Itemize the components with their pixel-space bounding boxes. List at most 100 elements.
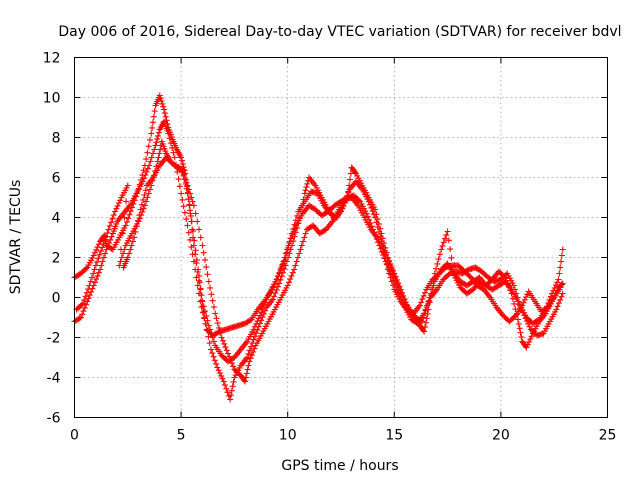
data-point <box>153 139 160 146</box>
data-point <box>150 113 157 120</box>
data-point <box>559 290 566 297</box>
data-point <box>154 158 161 165</box>
y-tick-label: 8 <box>52 131 61 147</box>
data-point <box>246 358 253 365</box>
data-point <box>556 270 563 277</box>
data-point <box>100 240 107 247</box>
data-point <box>124 254 131 261</box>
data-point <box>90 252 97 259</box>
x-tick-label: 20 <box>492 428 510 444</box>
data-point <box>207 326 214 333</box>
data-point <box>79 311 86 318</box>
data-point <box>137 206 144 213</box>
data-point <box>118 254 125 261</box>
data-point <box>282 254 289 261</box>
data-point <box>100 254 107 261</box>
y-tick-label: 6 <box>52 171 61 187</box>
data-point <box>190 234 197 241</box>
data-point <box>220 378 227 385</box>
data-point <box>522 315 529 322</box>
data-point <box>195 266 202 273</box>
data-point <box>520 309 527 316</box>
data-point <box>277 267 284 274</box>
data-point <box>422 289 429 296</box>
data-point <box>203 312 210 319</box>
data-point <box>213 315 220 322</box>
data-point <box>199 242 206 249</box>
data-layer <box>71 92 566 403</box>
data-point <box>134 190 141 197</box>
data-point <box>194 218 201 225</box>
data-point <box>274 283 281 290</box>
data-point <box>227 356 234 363</box>
data-point <box>171 154 178 161</box>
data-point <box>364 213 371 220</box>
data-point <box>440 239 447 246</box>
data-point <box>422 324 429 331</box>
x-tick-label: 15 <box>385 428 403 444</box>
data-point <box>179 196 186 203</box>
data-point <box>283 249 290 256</box>
data-point <box>135 217 142 224</box>
data-point <box>122 222 129 229</box>
data-point <box>178 154 185 161</box>
data-point <box>425 298 432 305</box>
data-point <box>420 314 427 321</box>
data-point <box>294 212 301 219</box>
data-point <box>196 226 203 233</box>
data-point <box>384 255 391 262</box>
data-point <box>395 284 402 291</box>
data-point <box>210 304 217 311</box>
data-point <box>438 246 445 253</box>
x-tick-label: 10 <box>279 428 297 444</box>
data-point <box>88 288 95 295</box>
data-point <box>85 286 92 293</box>
data-point <box>181 176 188 183</box>
data-point <box>219 337 226 344</box>
data-point <box>149 119 156 126</box>
data-point <box>80 308 87 315</box>
data-point <box>253 330 260 337</box>
data-point <box>254 318 261 325</box>
data-point <box>246 347 253 354</box>
y-tick-label: -6 <box>47 411 61 427</box>
data-point <box>346 176 353 183</box>
data-point <box>225 350 232 357</box>
data-point <box>558 293 565 300</box>
data-point <box>116 262 123 269</box>
data-point <box>443 261 450 268</box>
data-point <box>273 286 280 293</box>
series-track-b <box>71 92 566 403</box>
data-point <box>290 226 297 233</box>
data-point <box>366 201 373 208</box>
data-point <box>510 282 517 289</box>
data-point <box>120 250 127 257</box>
data-point <box>421 310 428 317</box>
data-point <box>193 256 200 263</box>
data-point <box>526 323 533 330</box>
data-point <box>216 324 223 331</box>
data-point <box>227 396 234 403</box>
data-point <box>109 215 116 222</box>
data-point <box>98 262 105 269</box>
data-point <box>189 198 196 205</box>
data-point <box>101 237 108 244</box>
data-point <box>206 340 213 347</box>
data-point <box>291 266 298 273</box>
y-tick-label: 10 <box>43 91 61 107</box>
data-point <box>161 110 168 117</box>
data-point <box>146 186 153 193</box>
data-point <box>352 169 359 176</box>
data-point <box>176 165 183 172</box>
data-point <box>91 266 98 273</box>
data-point <box>197 234 204 241</box>
data-point <box>78 301 85 308</box>
data-point <box>164 120 171 127</box>
y-tick-label: 0 <box>52 291 61 307</box>
data-point <box>302 230 309 237</box>
data-point <box>514 298 521 305</box>
tick-layer: 0 5 10 15 20 25 -6 -4 -2 0 2 4 6 8 10 12 <box>43 51 617 444</box>
data-point <box>188 194 195 201</box>
data-point <box>525 320 532 327</box>
grid-layer <box>74 57 608 418</box>
